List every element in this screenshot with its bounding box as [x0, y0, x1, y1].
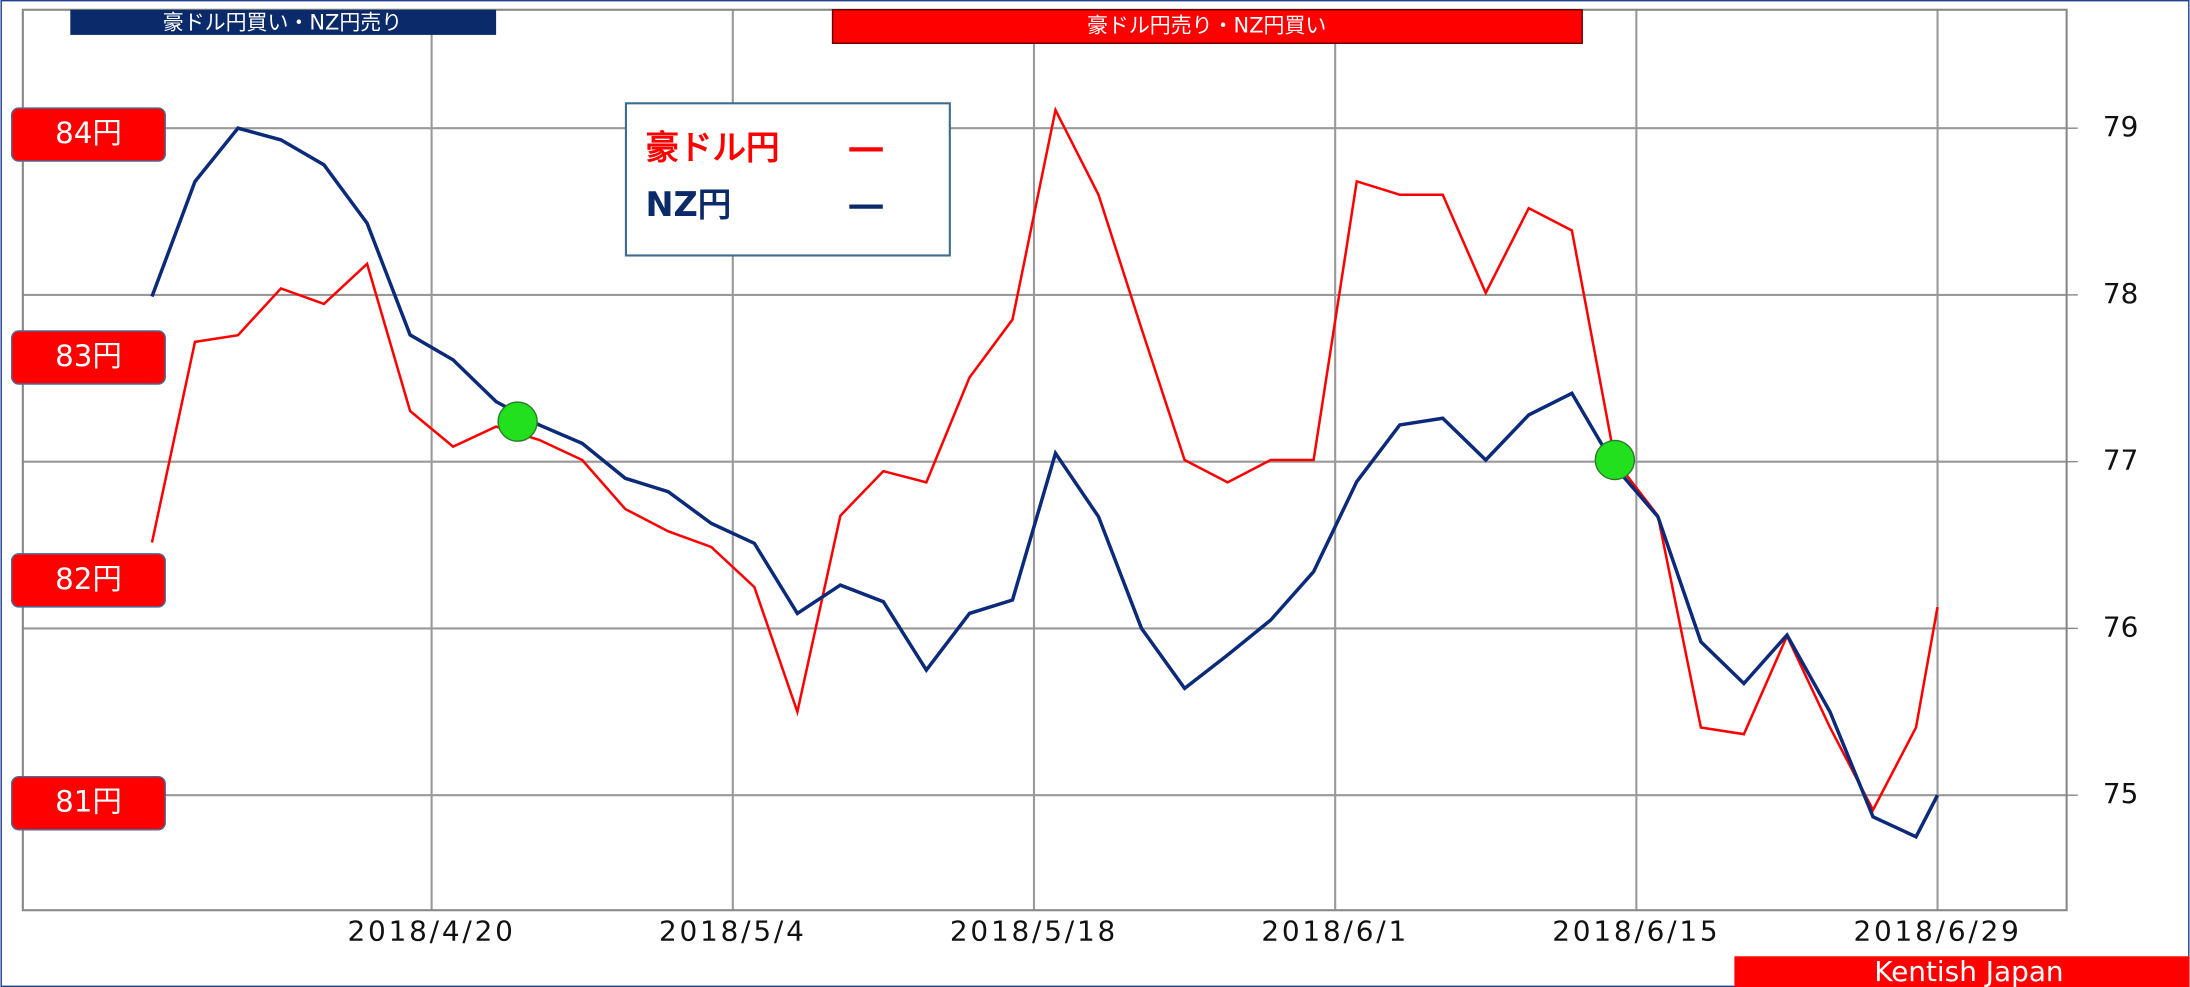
legend-label: NZ円 — [645, 185, 731, 224]
y-tick-box — [10, 553, 166, 608]
marks — [150, 106, 1940, 840]
cross-marker — [1594, 439, 1636, 481]
legend — [624, 102, 951, 257]
y-tick-box — [10, 776, 166, 831]
y-tick-label: 81円 — [55, 785, 122, 819]
x-tick-label: 2018/5/4 — [659, 915, 807, 948]
cross-marker — [497, 401, 538, 442]
y2-tick-label: 79 — [2103, 110, 2139, 143]
legend-label: 豪ドル円 — [645, 128, 779, 167]
x-tick-label: 2018/6/15 — [1552, 915, 1720, 948]
x-tick-label: 2018/6/29 — [1853, 915, 2021, 948]
banner-buy-text: 豪ドル円買い・NZ円売り — [163, 11, 402, 35]
credit: Kentish Japan — [1874, 955, 2063, 987]
y-tick-box — [10, 107, 166, 162]
banner-sell-text: 豪ドル円売り・NZ円買い — [1087, 14, 1326, 38]
x-tick-label: 2018/4/20 — [347, 915, 515, 948]
x-tick-label: 2018/5/18 — [950, 915, 1118, 948]
y-tick-label: 83円 — [55, 339, 122, 373]
y2-tick-label: 76 — [2103, 610, 2139, 643]
y-tick-label: 84円 — [55, 116, 122, 150]
credit-box — [1734, 956, 2190, 987]
banner-sell — [831, 9, 1583, 44]
series-line — [150, 126, 1940, 840]
x-tick-label: 2018/6/1 — [1261, 915, 1409, 948]
y-tick-label: 82円 — [55, 562, 122, 596]
y2-tick-label: 77 — [2103, 444, 2139, 477]
y2-tick-label: 78 — [2103, 277, 2139, 310]
y2-tick-label: 75 — [2103, 777, 2139, 810]
y-tick-box — [10, 330, 166, 385]
banner-buy — [70, 9, 497, 35]
grid — [22, 9, 2067, 911]
